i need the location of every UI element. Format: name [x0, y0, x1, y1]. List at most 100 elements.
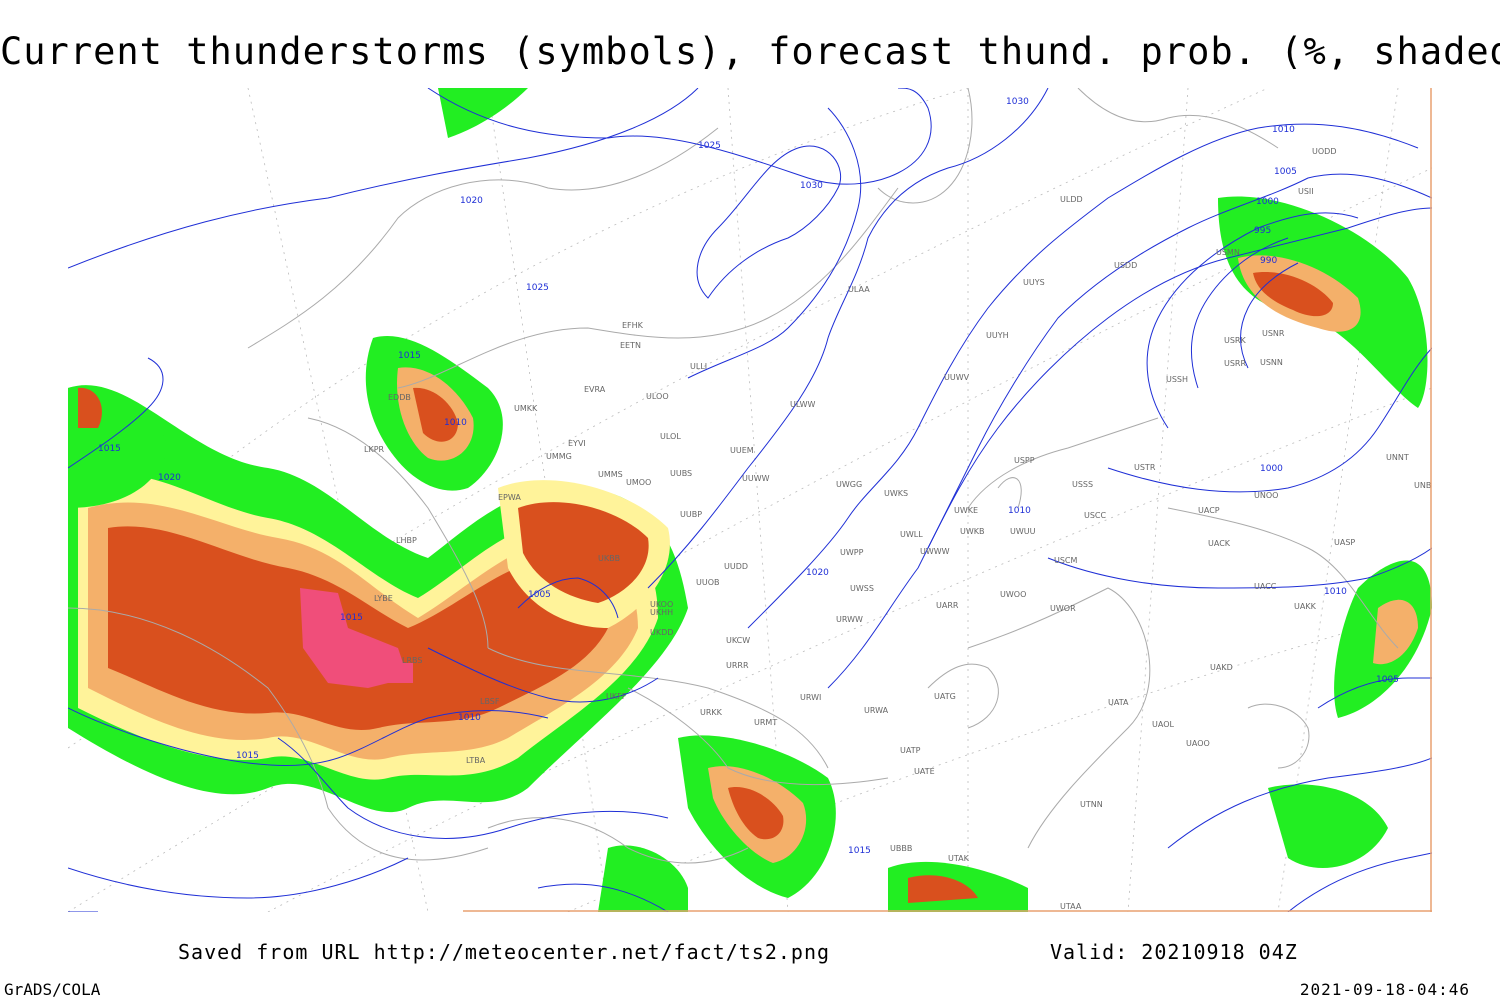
station-label: URRR	[726, 661, 749, 670]
station-label: UKCW	[726, 636, 750, 645]
coastlines	[68, 88, 1399, 864]
station-label: EDDB	[388, 393, 411, 402]
isobar-label: 1030	[800, 181, 823, 191]
station-label: UODD	[1312, 147, 1336, 156]
isobar-label: 1005	[1376, 675, 1399, 685]
saved-from-url-text: Saved from URL http://meteocenter.net/fa…	[178, 940, 831, 964]
station-label: UACC	[1254, 582, 1277, 591]
isobar-label: 1005	[1274, 167, 1297, 177]
station-label: UUWV	[944, 373, 970, 382]
isobar-label: 1015	[340, 613, 363, 623]
isobar-labels: 1030 1025 1020 1015 1010 1005 1000 995 9…	[98, 97, 1399, 856]
station-label: USSH	[1166, 375, 1188, 384]
isobar-label: 1010	[1272, 125, 1295, 135]
station-label: UWOR	[1050, 604, 1076, 613]
station-label: UATE	[914, 767, 935, 776]
station-label: UMMG	[546, 452, 572, 461]
isobar-label: 1010	[444, 418, 467, 428]
station-label: UNBB	[1414, 481, 1432, 490]
station-label: UUBP	[680, 510, 702, 519]
station-label: UMMS	[598, 470, 623, 479]
station-label: USNR	[1262, 329, 1285, 338]
station-label: UUOB	[696, 578, 720, 587]
station-label: USNN	[1260, 358, 1283, 367]
station-label: USCC	[1084, 511, 1107, 520]
probability-shading	[68, 88, 1432, 912]
station-label: UUDD	[724, 562, 748, 571]
station-label: UUBS	[670, 469, 692, 478]
station-label: UUWW	[742, 474, 770, 483]
station-label: UTAA	[1060, 902, 1082, 911]
station-label: URWW	[836, 615, 863, 624]
station-label: LKPR	[364, 445, 385, 454]
station-label: UWUU	[1010, 527, 1036, 536]
station-label: UBBB	[890, 844, 912, 853]
thunderstorm-probability-map: 1030 1025 1020 1015 1010 1005 1000 995 9…	[68, 88, 1432, 912]
station-label: UNOO	[1254, 491, 1278, 500]
station-label: URWI	[800, 693, 821, 702]
valid-time-text: Valid: 20210918 04Z	[1050, 940, 1298, 964]
station-label: UAOL	[1152, 720, 1174, 729]
station-label: ULLI	[690, 362, 707, 371]
isobar-label: 1000	[1256, 197, 1279, 207]
isobar-label: 1020	[806, 568, 829, 578]
station-label: USSS	[1072, 480, 1093, 489]
isobar-label: 1015	[848, 846, 871, 856]
station-label: UWGG	[836, 480, 862, 489]
isobar-label: 1025	[526, 283, 549, 293]
isobar-label: 995	[1254, 226, 1271, 236]
station-label: UAKD	[1210, 663, 1233, 672]
station-label: UKFF	[606, 692, 627, 701]
station-label: EPWA	[498, 493, 521, 502]
station-label: LHBP	[396, 536, 417, 545]
station-label: URWA	[864, 706, 889, 715]
station-label: UWKS	[884, 489, 908, 498]
station-label: USPP	[1014, 456, 1035, 465]
isobar-label: 1010	[1008, 506, 1031, 516]
station-label: UWWW	[920, 547, 950, 556]
station-label: UAOO	[1186, 739, 1210, 748]
station-label: EFHK	[622, 321, 644, 330]
station-label: USTR	[1134, 463, 1156, 472]
station-label: USRK	[1224, 336, 1246, 345]
station-label: USRR	[1224, 359, 1246, 368]
station-label: UWPP	[840, 548, 864, 557]
station-label: ULWW	[790, 400, 815, 409]
station-label: UMKK	[514, 404, 538, 413]
station-label: UWOO	[1000, 590, 1026, 599]
isobar-label: 1020	[460, 196, 483, 206]
station-label: ULDD	[1060, 195, 1083, 204]
station-label: UWSS	[850, 584, 874, 593]
station-label: UTAK	[948, 854, 970, 863]
isobar-label: 1010	[458, 713, 481, 723]
isobar-label: 1015	[236, 751, 259, 761]
isobar-label: 1000	[1260, 464, 1283, 474]
station-label: USDD	[1114, 261, 1137, 270]
generation-timestamp: 2021-09-18-04:46	[1299, 980, 1470, 999]
station-label: UWKB	[960, 527, 985, 536]
station-label: UTNN	[1080, 800, 1103, 809]
station-label: UATG	[934, 692, 956, 701]
station-label: EETN	[620, 341, 641, 350]
map-title: Current thunderstorms (symbols), forecas…	[0, 30, 1500, 73]
isobar-label: 1015	[98, 444, 121, 454]
station-label: LBSF	[480, 697, 500, 706]
station-label: ULOL	[660, 432, 681, 441]
station-label: LYBE	[374, 594, 393, 603]
station-label: URMT	[754, 718, 777, 727]
station-label: UMOO	[626, 478, 651, 487]
station-label: UARR	[936, 601, 959, 610]
station-label: USII	[1298, 187, 1314, 196]
station-label: UACP	[1198, 506, 1220, 515]
station-label: UUEM	[730, 446, 754, 455]
station-label: UKOO	[650, 600, 673, 609]
software-credit: GrADS/COLA	[4, 980, 101, 999]
station-label: UACK	[1208, 539, 1231, 548]
isobar-label: 1030	[1006, 97, 1029, 107]
station-label: UAKK	[1294, 602, 1317, 611]
station-label: EVRA	[584, 385, 606, 394]
station-label: UATP	[900, 746, 921, 755]
station-label: UATA	[1108, 698, 1129, 707]
station-label: UNNT	[1386, 453, 1409, 462]
station-label: UUYS	[1023, 278, 1045, 287]
